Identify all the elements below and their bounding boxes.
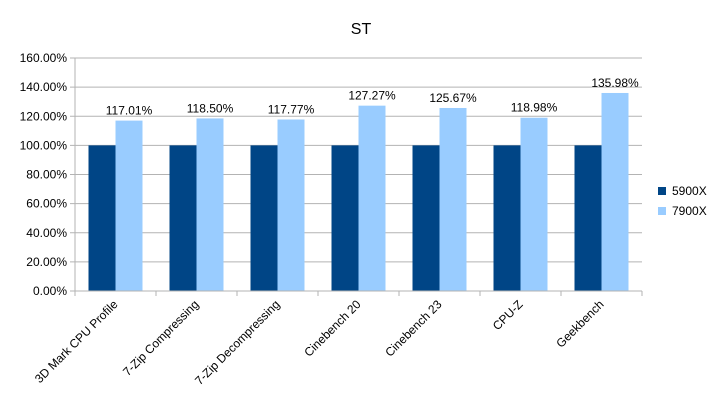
y-tick-label: 80.00%: [26, 168, 67, 182]
data-label: 118.50%: [187, 101, 234, 115]
bar-5900x: [574, 145, 602, 291]
data-label: 135.98%: [591, 76, 639, 90]
y-tick-label: 140.00%: [20, 80, 68, 94]
data-label: 127.27%: [348, 89, 396, 103]
y-tick-label: 160.00%: [20, 51, 68, 65]
x-tick-label: 7-Zip Decompressing: [192, 297, 283, 388]
legend-label: 7900X: [672, 204, 707, 218]
bar-7900x: [358, 105, 386, 292]
x-tick-labels: 3D Mark CPU Profile 7-Zip Compressing7-Zi…: [32, 297, 607, 388]
bars: [88, 92, 629, 292]
legend: 5900X 7900X: [658, 184, 707, 218]
x-tick-label: 7-Zip Compressing: [120, 297, 202, 379]
y-tick-label: 40.00%: [26, 226, 67, 240]
y-tick-labels: 0.00% 20.00% 40.00% 60.00% 80.00% 100.00% 120.…: [20, 51, 68, 298]
y-tick-label: 0.00%: [33, 284, 67, 298]
axes: [70, 57, 643, 296]
bar-5900x: [169, 145, 197, 291]
bar-7900x: [277, 119, 305, 291]
bar-7900x: [115, 120, 143, 291]
data-label: 125.67%: [429, 91, 477, 105]
legend-swatch: [658, 187, 666, 195]
x-tick-label: CPU-Z: [490, 297, 526, 333]
bar-5900x: [493, 145, 521, 291]
y-tick-label: 20.00%: [26, 255, 67, 269]
data-label: 117.77%: [268, 102, 315, 116]
bar-5900x: [250, 145, 278, 291]
x-tick-label: 3D Mark CPU Profile: [32, 297, 121, 386]
bar-5900x: [331, 145, 359, 291]
data-labels: 117.01% 118.50% 117.77% 127.27% 125.67% 118.9…: [106, 76, 639, 118]
bar-7900x: [601, 92, 629, 291]
bar-5900x: [412, 145, 440, 291]
y-tick-label: 120.00%: [20, 109, 68, 123]
x-tick-label: Geekbench: [553, 297, 606, 350]
bar-7900x: [196, 118, 224, 291]
y-tick-label: 60.00%: [26, 197, 67, 211]
x-tick-label: Cinebench 20: [301, 297, 363, 359]
legend-label: 5900X: [672, 184, 707, 198]
data-label: 118.98%: [511, 101, 558, 115]
bar-7900x: [520, 117, 548, 291]
bar-5900x: [88, 145, 116, 291]
x-tick-label: Cinebench 23: [382, 297, 444, 359]
data-label: 117.01%: [106, 104, 153, 118]
chart-title: ST: [351, 21, 372, 38]
bar-7900x: [439, 107, 467, 291]
y-tick-label: 100.00%: [20, 138, 68, 152]
legend-swatch: [658, 207, 666, 215]
